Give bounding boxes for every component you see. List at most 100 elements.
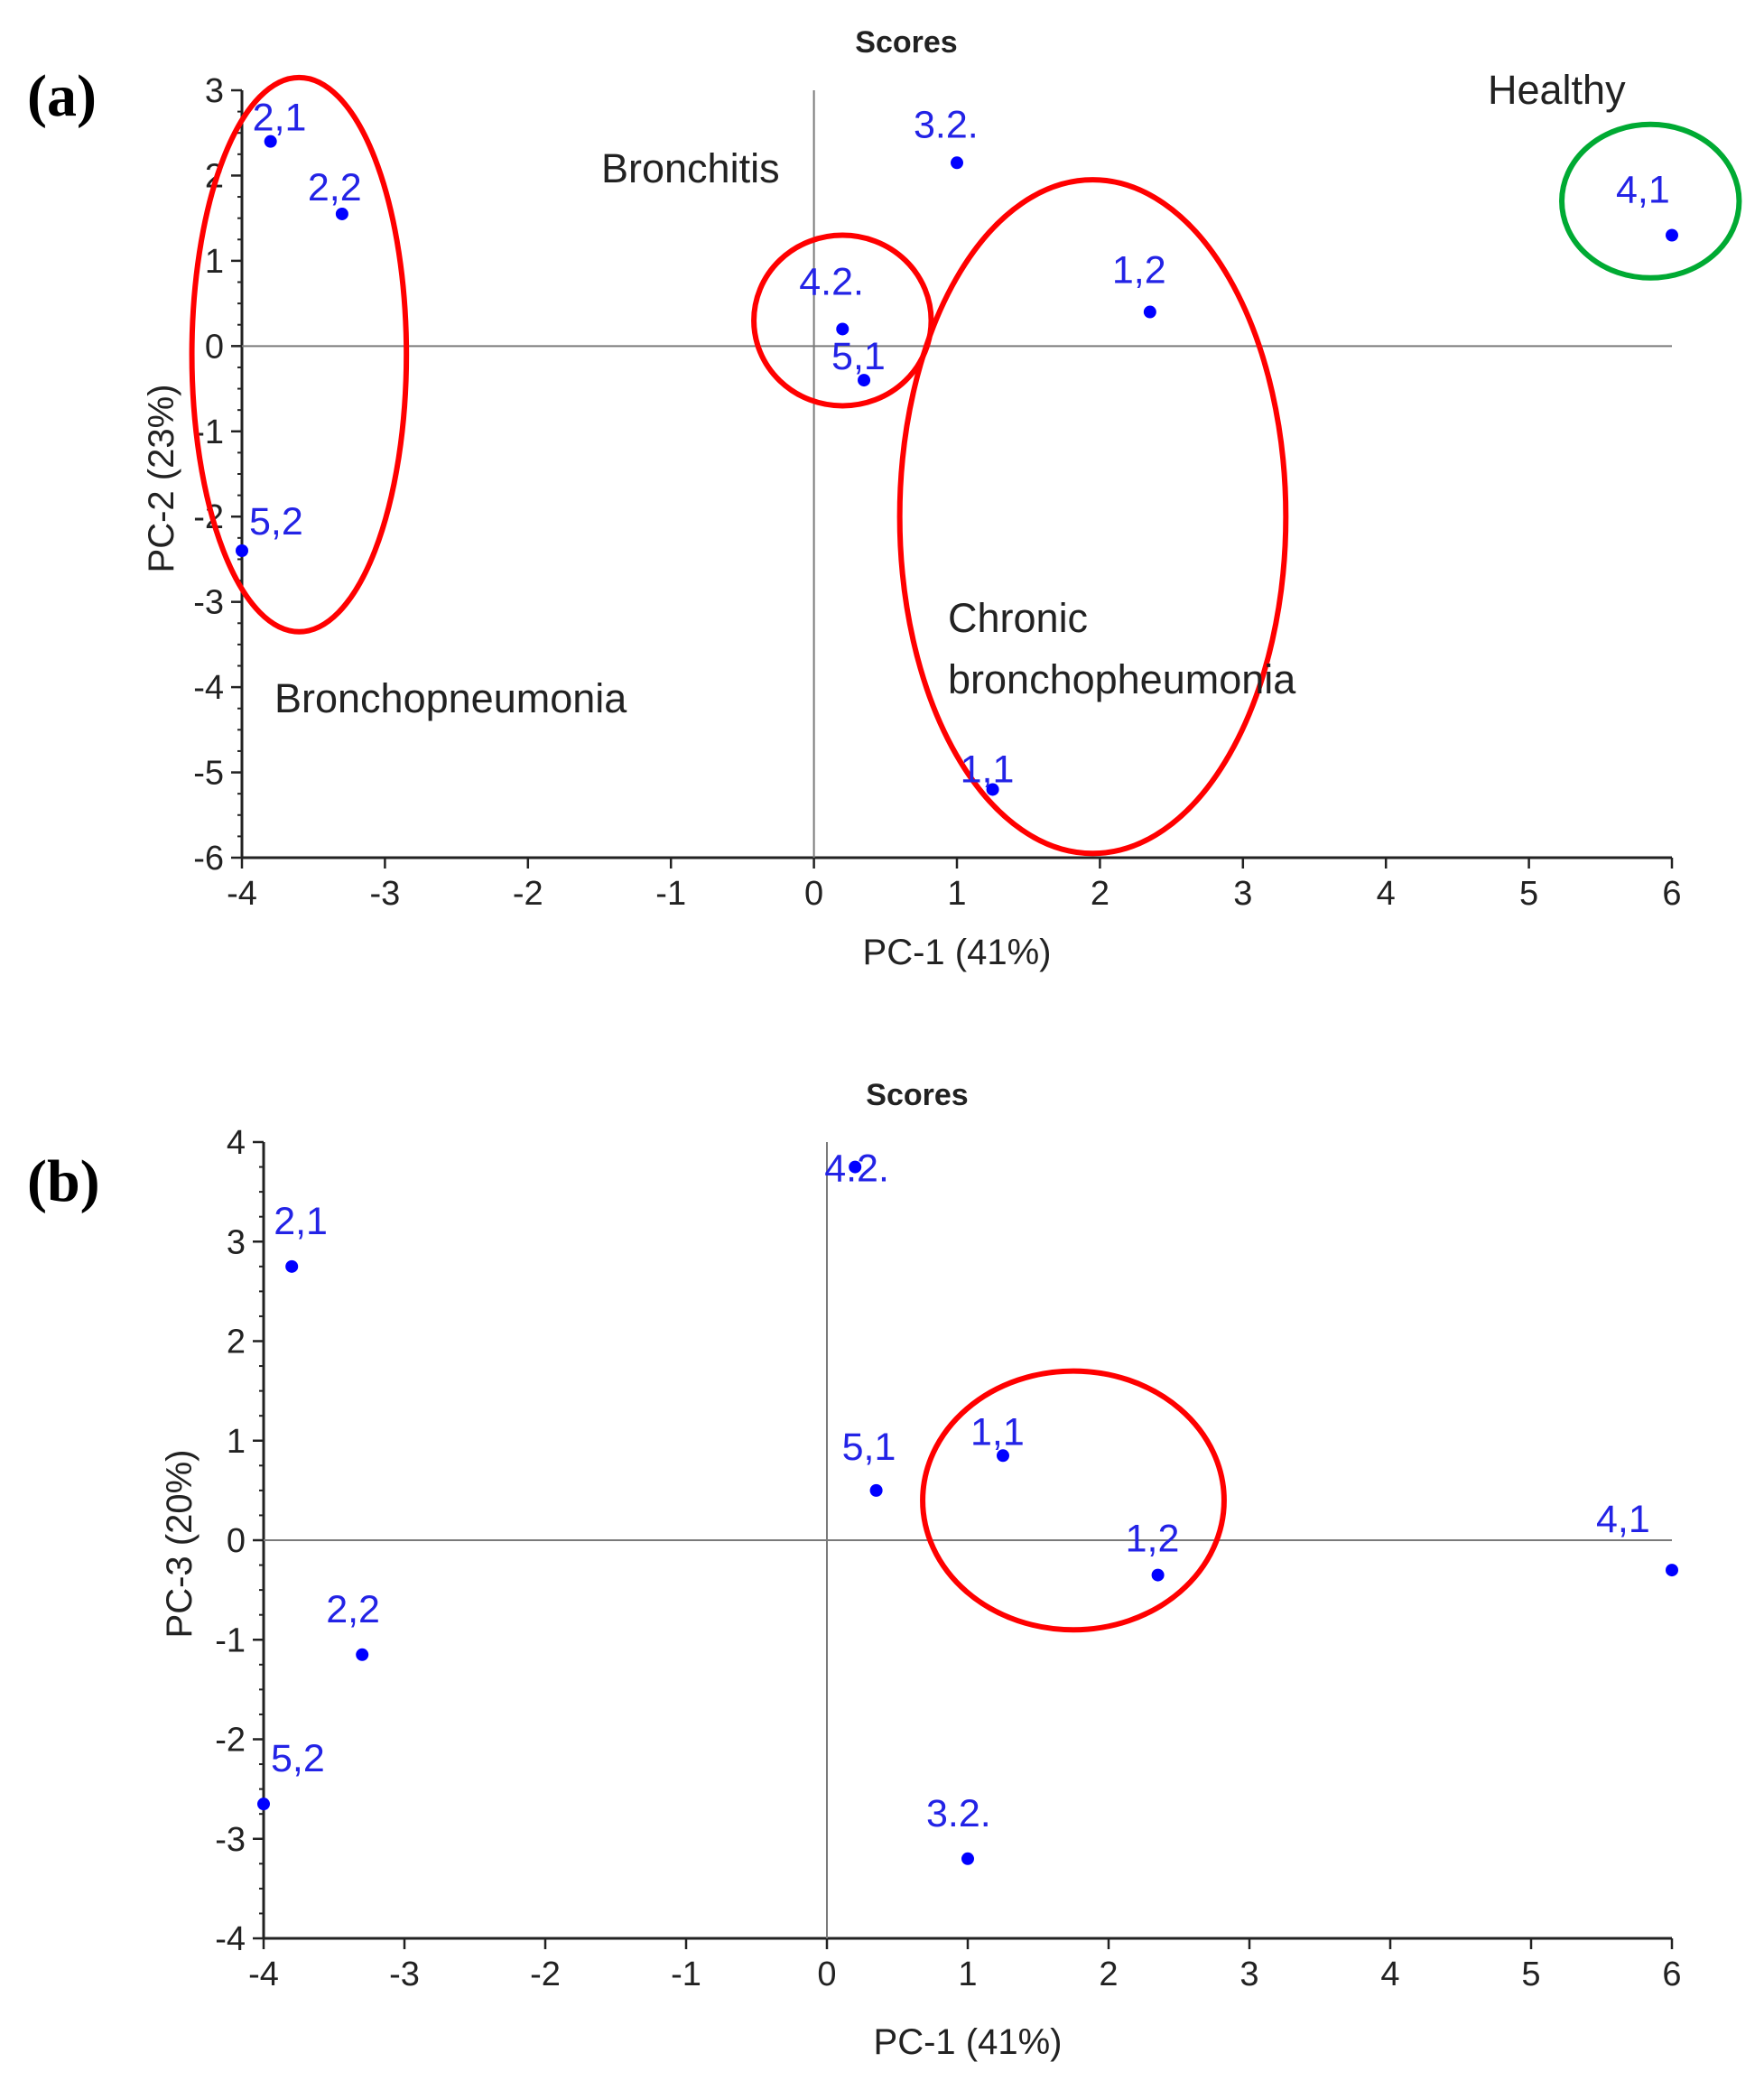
- annotation-bronchopheumonia: bronchopheumonia: [948, 656, 1296, 702]
- point-label: 5,2: [271, 1737, 325, 1780]
- score-point: [285, 1259, 299, 1273]
- point-label: 1,2: [1126, 1518, 1180, 1561]
- group-ellipse: [1559, 121, 1742, 281]
- y-tick-label: -3: [193, 584, 224, 622]
- point-label: 5,1: [842, 1426, 896, 1469]
- x-tick-label: 3: [1233, 875, 1252, 913]
- x-tick-label: 0: [804, 875, 823, 913]
- point-label: 4,1: [1596, 1498, 1650, 1541]
- point-label: 4,1: [1616, 169, 1670, 212]
- x-tick-label: -1: [671, 1956, 701, 1993]
- point-label: 2,2: [326, 1588, 380, 1631]
- point-label: 5,1: [831, 335, 886, 378]
- y-tick-label: -4: [215, 1920, 246, 1958]
- y-axis-title-a: PC-2 (23%): [142, 385, 181, 573]
- point-label: 1,2: [1112, 249, 1166, 293]
- score-point: [1151, 1568, 1165, 1582]
- x-tick-label: -1: [655, 875, 686, 913]
- score-point: [836, 322, 850, 336]
- annotation-healthy: Healthy: [1488, 67, 1626, 113]
- y-tick-label: -4: [193, 669, 224, 707]
- y-tick-label: 1: [205, 243, 224, 281]
- group-ellipse: [896, 177, 1289, 857]
- x-tick-label: 1: [947, 875, 966, 913]
- x-tick-label: -3: [389, 1956, 420, 1993]
- x-tick-label: 2: [1091, 875, 1109, 913]
- y-axis-title-b: PC-3 (20%): [160, 1450, 200, 1639]
- points-b: 2,1 2,2 5,2 4.2. 5,1 1,1 1,2 3.2. 4,1: [257, 1147, 1678, 1865]
- score-point: [951, 156, 963, 170]
- y-tick-label: 3: [227, 1223, 246, 1261]
- x-tick-label: -4: [248, 1956, 279, 1993]
- score-point: [264, 135, 277, 148]
- y-tick-label: -5: [193, 755, 224, 793]
- y-tick-label: 1: [227, 1423, 246, 1461]
- x-tick-label: -2: [530, 1956, 561, 1993]
- score-point: [986, 783, 999, 796]
- point-label: 2,2: [308, 166, 362, 209]
- score-point: [356, 1648, 369, 1661]
- group-ellipse: [920, 1368, 1227, 1633]
- score-point: [1666, 228, 1678, 242]
- chart-title-b: Scores: [866, 1078, 968, 1112]
- panel-a: (a) Scores -4 -3 -2 -1 0 1 2 3 4 5 6 3210-1-2-3-4-…: [27, 25, 1742, 972]
- point-label: 2,1: [274, 1200, 328, 1243]
- group-ellipses-a: [189, 74, 1742, 857]
- y-tick-label: -1: [215, 1621, 246, 1659]
- x-axis-title-a: PC-1 (41%): [863, 933, 1052, 972]
- annotation-bronchitis: Bronchitis: [601, 145, 780, 191]
- x-tick-label: 0: [817, 1956, 836, 1993]
- x-ticks-b: -4 -3 -2 -1 0 1 2 3 4 5 6: [248, 1938, 1682, 1993]
- score-point: [257, 1798, 270, 1811]
- y-tick-label: 0: [205, 328, 224, 366]
- x-tick-label: 5: [1521, 1956, 1540, 1993]
- chart-title-a: Scores: [855, 25, 957, 60]
- point-label: 1,1: [961, 748, 1015, 791]
- group-ellipses-b: [920, 1368, 1227, 1633]
- y-ticks-b: 4 3 2 1 0 -1 -2 -3 -4: [215, 1124, 264, 1958]
- score-point: [1666, 1564, 1678, 1577]
- y-tick-label: 3: [205, 72, 224, 110]
- point-label: 3.2.: [914, 103, 979, 146]
- y-tick-label: 2: [227, 1324, 246, 1361]
- x-tick-label: -3: [370, 875, 401, 913]
- point-label: 4.2.: [799, 260, 864, 303]
- group-ellipse: [189, 74, 410, 635]
- score-point: [849, 1160, 862, 1174]
- score-point: [236, 544, 248, 557]
- score-point: [858, 374, 871, 387]
- points-a: 2,12,2 5,2 4.2. 5,1 3.2. 1,2 1,1 4,1: [236, 97, 1678, 796]
- x-tick-label: 2: [1099, 1956, 1118, 1993]
- panel-label-b: (b): [27, 1148, 100, 1214]
- x-tick-label: -2: [513, 875, 543, 913]
- y-tick-label: -6: [193, 840, 224, 878]
- score-point: [335, 207, 348, 220]
- panel-b: (b) Scores -4 -3 -2 -1 0 1 2 3 4 5 6 4 3 2 1 0 -1 -2 -3 -4…: [27, 1078, 1682, 2062]
- x-tick-label: 6: [1662, 1956, 1681, 1993]
- x-tick-label: 3: [1239, 1956, 1258, 1993]
- score-point: [961, 1852, 974, 1865]
- x-tick-label: 6: [1662, 875, 1681, 913]
- point-label: 3.2.: [926, 1792, 991, 1835]
- annotation-chronic: Chronic: [948, 595, 1088, 641]
- y-tick-label: -2: [215, 1722, 246, 1760]
- zero-lines-b: [264, 1142, 1672, 1938]
- y-tick-label: 4: [227, 1124, 246, 1162]
- zero-lines-a: [242, 90, 1672, 858]
- score-point: [997, 1449, 1009, 1463]
- x-tick-label: -4: [227, 875, 257, 913]
- score-point: [869, 1483, 883, 1497]
- x-tick-label: 4: [1377, 875, 1396, 913]
- annotations-a: Healthy Bronchitis Bronchopneumonia Chro…: [274, 67, 1626, 721]
- score-point: [1143, 305, 1156, 319]
- x-tick-label: 4: [1380, 1956, 1399, 1993]
- x-ticks-a: -4 -3 -2 -1 0 1 2 3 4 5 6: [227, 858, 1682, 913]
- y-tick-label: -3: [215, 1821, 246, 1859]
- x-tick-label: 1: [958, 1956, 977, 1993]
- point-label: 1,1: [970, 1410, 1025, 1454]
- x-tick-label: 5: [1519, 875, 1538, 913]
- panel-label-a: (a): [27, 63, 97, 129]
- point-label: 4.2.: [824, 1147, 889, 1191]
- x-axis-title-b: PC-1 (41%): [874, 2022, 1063, 2062]
